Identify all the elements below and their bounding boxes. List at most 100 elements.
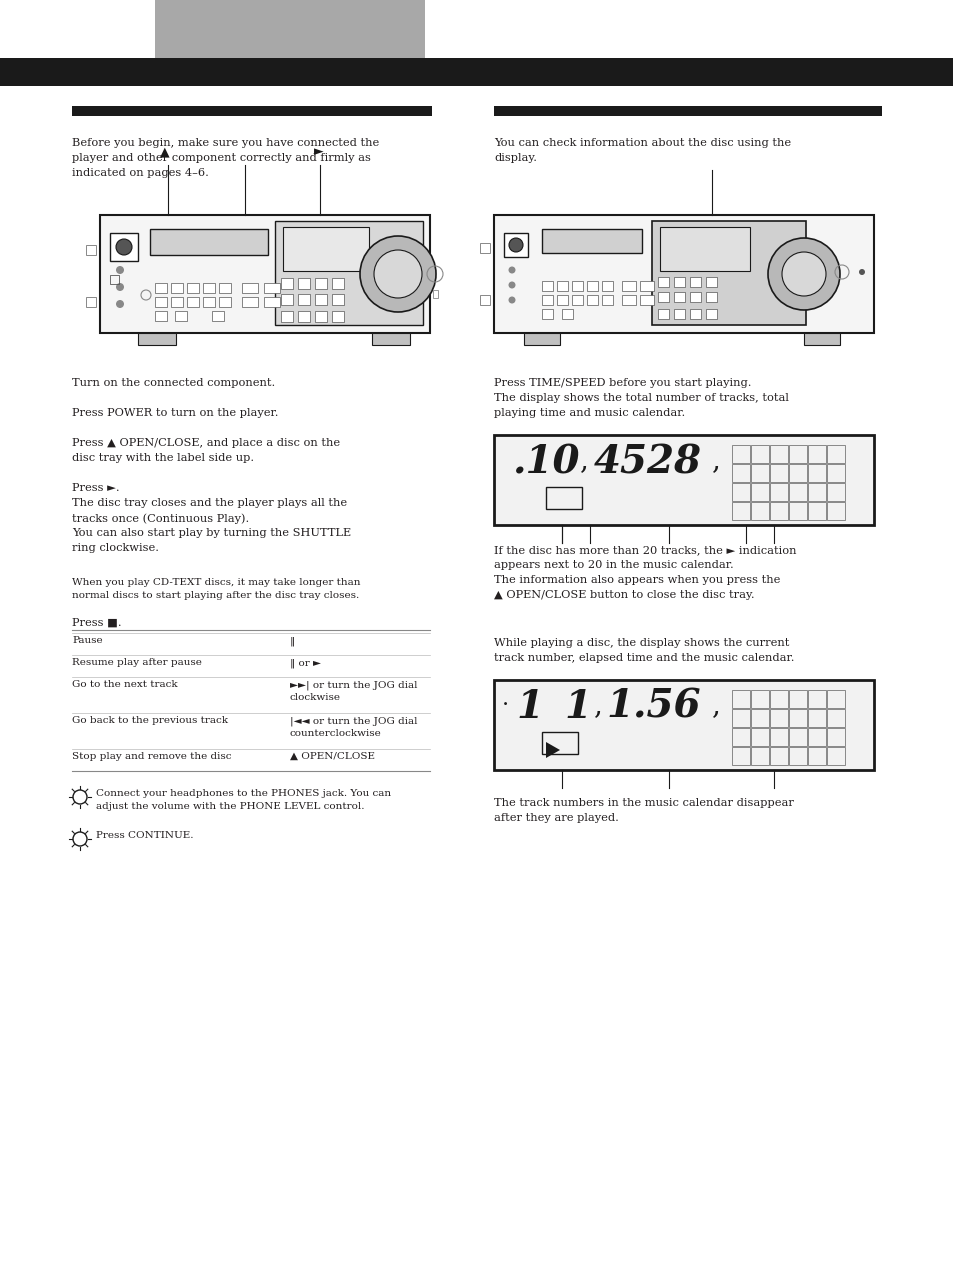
Text: Press TIME/SPEED before you start playing.: Press TIME/SPEED before you start playin… <box>494 378 751 388</box>
Text: Turn on the connected component.: Turn on the connected component. <box>71 378 275 388</box>
Bar <box>731 502 749 520</box>
Bar <box>174 310 187 321</box>
Bar <box>807 689 825 709</box>
Circle shape <box>116 266 124 273</box>
Text: Press ►.: Press ►. <box>71 483 119 494</box>
Bar <box>673 293 684 301</box>
Bar <box>572 281 582 291</box>
Bar <box>621 281 636 291</box>
Bar <box>541 281 553 291</box>
Bar <box>826 709 844 728</box>
Bar <box>750 445 768 463</box>
Bar <box>150 229 268 254</box>
Text: ‖: ‖ <box>290 636 294 645</box>
Bar <box>769 445 787 463</box>
Bar <box>826 502 844 520</box>
Text: Resume play after pause: Resume play after pause <box>71 658 202 667</box>
Circle shape <box>116 300 124 308</box>
Bar <box>494 215 873 333</box>
Bar <box>750 464 768 482</box>
Text: 1: 1 <box>563 688 590 726</box>
Bar <box>788 728 806 745</box>
Text: Go back to the previous track: Go back to the previous track <box>71 716 228 725</box>
Text: ‖ or ►: ‖ or ► <box>290 658 320 668</box>
Bar <box>731 728 749 745</box>
Bar <box>673 309 684 319</box>
Bar <box>557 281 567 291</box>
Circle shape <box>508 281 515 289</box>
Text: tracks once (Continuous Play).: tracks once (Continuous Play). <box>71 513 249 524</box>
Text: Go to the next track: Go to the next track <box>71 681 177 689</box>
Bar <box>750 747 768 764</box>
Bar <box>154 282 167 293</box>
Text: disc tray with the label side up.: disc tray with the label side up. <box>71 453 253 463</box>
Text: ,: , <box>579 446 588 474</box>
Bar <box>788 502 806 520</box>
Bar <box>705 293 717 301</box>
Bar <box>750 709 768 728</box>
Text: ▲: ▲ <box>160 145 170 158</box>
Bar <box>281 294 293 305</box>
Text: ▲ OPEN/CLOSE button to close the disc tray.: ▲ OPEN/CLOSE button to close the disc tr… <box>494 590 754 600</box>
Bar <box>433 290 437 298</box>
Bar <box>110 233 138 261</box>
Circle shape <box>858 268 864 275</box>
Text: Connect your headphones to the PHONES jack. You can: Connect your headphones to the PHONES ja… <box>96 789 391 798</box>
Text: Press ■.: Press ■. <box>71 618 121 628</box>
Bar <box>154 310 167 321</box>
Bar <box>769 502 787 520</box>
Bar <box>171 296 183 307</box>
Bar <box>138 333 175 345</box>
Text: .10: .10 <box>512 443 578 481</box>
Bar <box>297 310 310 322</box>
Text: Press CONTINUE.: Press CONTINUE. <box>96 831 193 840</box>
Bar <box>807 728 825 745</box>
Text: |◄◄ or turn the JOG dial: |◄◄ or turn the JOG dial <box>290 716 417 725</box>
Bar <box>807 747 825 764</box>
Bar <box>769 728 787 745</box>
Bar <box>731 689 749 709</box>
Bar <box>110 275 119 284</box>
Bar <box>807 445 825 463</box>
Text: adjust the volume with the PHONE LEVEL control.: adjust the volume with the PHONE LEVEL c… <box>96 803 364 812</box>
Bar <box>826 689 844 709</box>
Polygon shape <box>545 742 559 758</box>
Bar <box>807 502 825 520</box>
Bar <box>281 310 293 322</box>
Bar <box>658 293 668 301</box>
Bar <box>297 294 310 305</box>
Bar <box>788 483 806 501</box>
Text: 4528: 4528 <box>594 443 701 481</box>
Bar <box>494 106 882 116</box>
Bar <box>689 277 700 287</box>
Text: player and other component correctly and firmly as: player and other component correctly and… <box>71 153 371 163</box>
Bar <box>503 233 527 257</box>
Bar <box>314 294 327 305</box>
Bar <box>372 333 410 345</box>
Bar <box>264 282 280 293</box>
Text: after they are played.: after they are played. <box>494 813 618 823</box>
Bar <box>297 279 310 289</box>
Circle shape <box>116 282 124 291</box>
Bar <box>826 464 844 482</box>
Bar <box>154 0 424 59</box>
Bar <box>639 295 654 305</box>
Text: 1.56: 1.56 <box>605 688 700 726</box>
Bar <box>826 747 844 764</box>
Bar <box>769 747 787 764</box>
Bar <box>541 295 553 305</box>
Text: indicated on pages 4–6.: indicated on pages 4–6. <box>71 168 209 178</box>
Bar <box>572 295 582 305</box>
Bar <box>639 281 654 291</box>
Bar <box>601 281 613 291</box>
Bar <box>264 296 280 307</box>
Text: You can also start play by turning the SHUTTLE: You can also start play by turning the S… <box>71 528 351 538</box>
Bar <box>807 483 825 501</box>
Bar <box>769 689 787 709</box>
Bar <box>807 709 825 728</box>
Bar <box>731 483 749 501</box>
Bar <box>203 296 214 307</box>
Bar <box>187 296 199 307</box>
Bar <box>545 487 581 509</box>
Bar <box>621 295 636 305</box>
